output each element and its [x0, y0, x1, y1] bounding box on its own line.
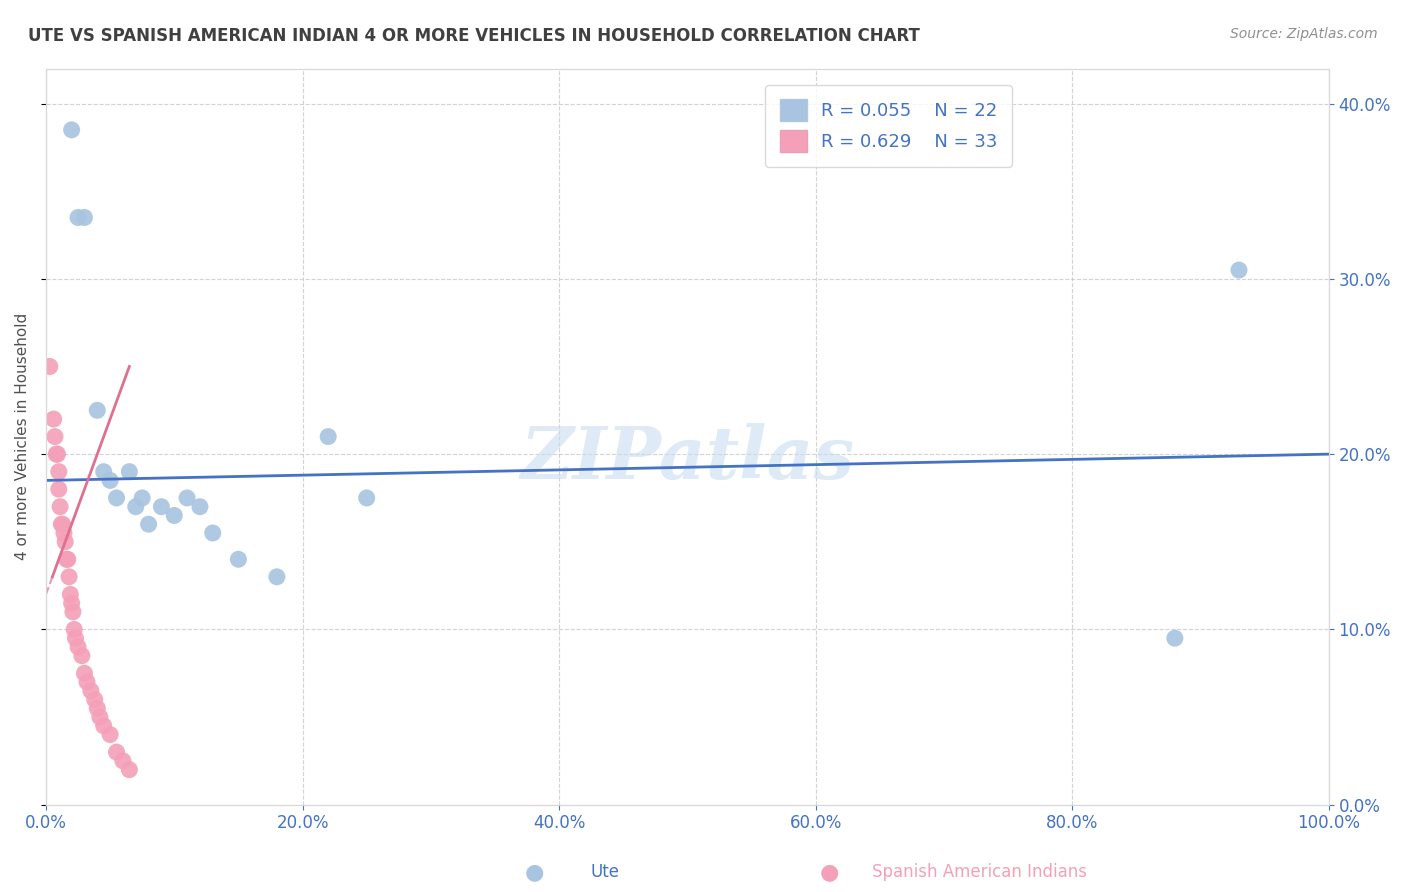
Point [52, 517, 75, 532]
Point [59, 587, 82, 601]
Point [118, 465, 141, 479]
Point [86, 701, 108, 715]
Point [83, 692, 105, 706]
Point [105, 745, 128, 759]
Point [105, 491, 128, 505]
Point [76, 675, 98, 690]
Point [80, 683, 103, 698]
Y-axis label: 4 or more Vehicles in Household: 4 or more Vehicles in Household [15, 313, 30, 560]
Point [73, 666, 96, 681]
Point [111, 754, 134, 768]
Point [188, 500, 211, 514]
Point [62, 605, 84, 619]
Point [65, 631, 87, 645]
Point [44, 429, 66, 443]
Point [131, 491, 153, 505]
Point [201, 526, 224, 541]
Point [356, 491, 378, 505]
Point [48, 482, 70, 496]
Point [67, 211, 90, 225]
Point [53, 534, 76, 549]
Point [1164, 631, 1187, 645]
Point [60, 596, 83, 610]
Point [93, 465, 115, 479]
Text: Ute: Ute [591, 863, 620, 881]
Point [176, 491, 198, 505]
Text: ●: ● [820, 863, 839, 882]
Point [45, 447, 67, 461]
Point [316, 429, 339, 443]
Point [46, 447, 69, 461]
Text: ZIPatlas: ZIPatlas [520, 423, 855, 494]
Point [63, 623, 86, 637]
Point [138, 517, 160, 532]
Point [1227, 263, 1250, 277]
Point [266, 570, 288, 584]
Point [48, 465, 70, 479]
Point [60, 123, 83, 137]
Point [70, 648, 93, 663]
Point [150, 500, 173, 514]
Point [56, 552, 79, 566]
Point [163, 508, 186, 523]
Point [93, 719, 115, 733]
Text: ●: ● [524, 863, 544, 882]
Point [49, 500, 72, 514]
Point [58, 570, 80, 584]
Point [118, 763, 141, 777]
Point [67, 640, 90, 654]
Point [125, 500, 148, 514]
Text: Spanish American Indians: Spanish American Indians [872, 863, 1087, 881]
Text: UTE VS SPANISH AMERICAN INDIAN 4 OR MORE VEHICLES IN HOUSEHOLD CORRELATION CHART: UTE VS SPANISH AMERICAN INDIAN 4 OR MORE… [28, 27, 920, 45]
Text: Source: ZipAtlas.com: Source: ZipAtlas.com [1230, 27, 1378, 41]
Point [51, 517, 73, 532]
Point [228, 552, 250, 566]
Point [42, 412, 65, 426]
Point [89, 710, 111, 724]
Point [52, 526, 75, 541]
Legend: R = 0.055    N = 22, R = 0.629    N = 33: R = 0.055 N = 22, R = 0.629 N = 33 [765, 85, 1012, 167]
Point [38, 359, 60, 374]
Point [98, 474, 121, 488]
Point [73, 211, 96, 225]
Point [55, 552, 77, 566]
Point [86, 403, 108, 417]
Point [98, 728, 121, 742]
